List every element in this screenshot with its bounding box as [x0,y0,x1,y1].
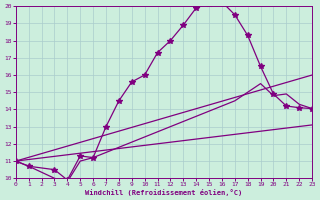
X-axis label: Windchill (Refroidissement éolien,°C): Windchill (Refroidissement éolien,°C) [85,189,243,196]
